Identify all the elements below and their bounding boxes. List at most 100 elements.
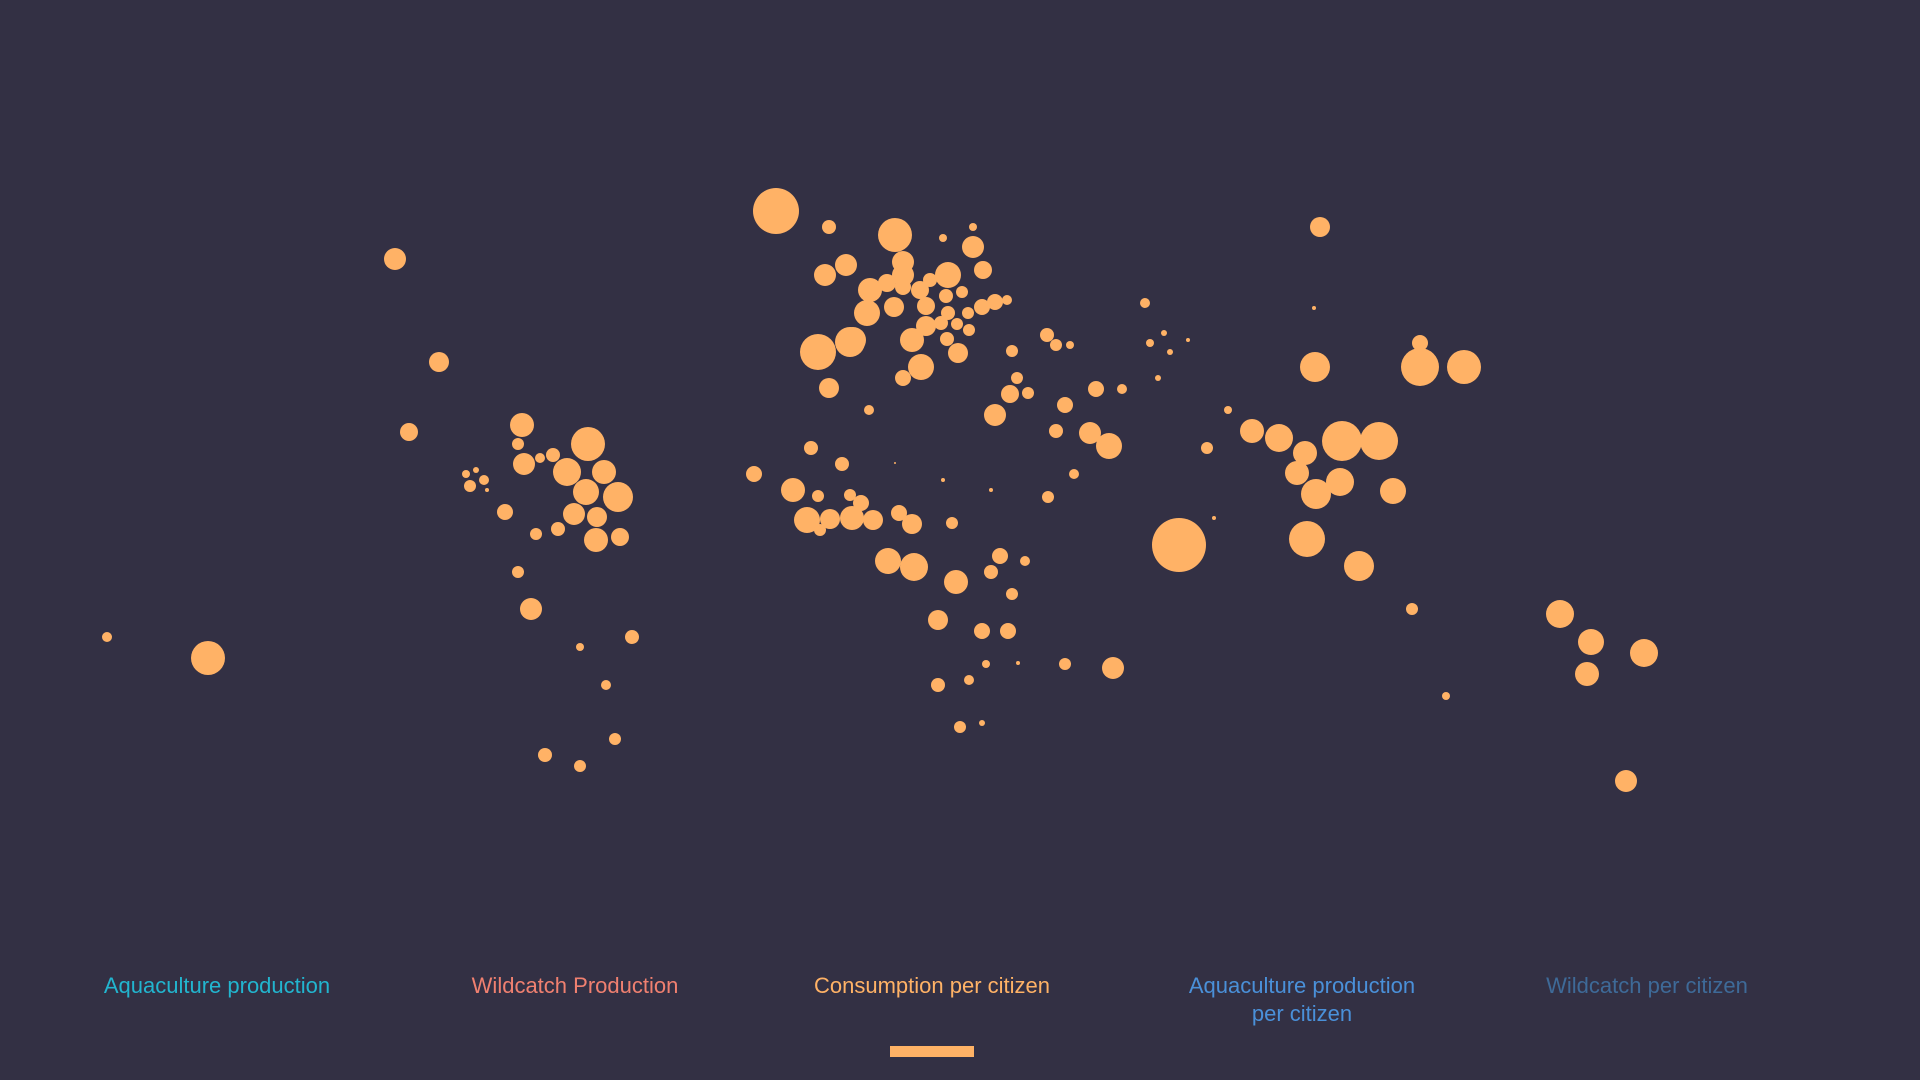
- country-bubble[interactable]: [1079, 422, 1101, 444]
- country-bubble[interactable]: [1146, 339, 1154, 347]
- country-bubble[interactable]: [894, 462, 896, 464]
- country-bubble[interactable]: [931, 678, 945, 692]
- tab-wildcatch-production[interactable]: Wildcatch Production: [415, 972, 735, 1000]
- country-bubble[interactable]: [853, 495, 869, 511]
- country-bubble[interactable]: [1285, 461, 1309, 485]
- country-bubble[interactable]: [753, 188, 799, 234]
- country-bubble[interactable]: [948, 343, 968, 363]
- country-bubble[interactable]: [939, 234, 947, 242]
- country-bubble[interactable]: [1042, 491, 1054, 503]
- country-bubble[interactable]: [1575, 662, 1599, 686]
- country-bubble[interactable]: [1322, 421, 1362, 461]
- country-bubble[interactable]: [1016, 661, 1020, 665]
- country-bubble[interactable]: [979, 720, 985, 726]
- country-bubble[interactable]: [1167, 349, 1173, 355]
- country-bubble[interactable]: [900, 553, 928, 581]
- country-bubble[interactable]: [1380, 478, 1406, 504]
- country-bubble[interactable]: [1289, 521, 1325, 557]
- country-bubble[interactable]: [863, 510, 883, 530]
- country-bubble[interactable]: [969, 223, 977, 231]
- country-bubble[interactable]: [939, 289, 953, 303]
- country-bubble[interactable]: [963, 324, 975, 336]
- country-bubble[interactable]: [1000, 623, 1016, 639]
- country-bubble[interactable]: [1293, 441, 1317, 465]
- country-bubble[interactable]: [535, 453, 545, 463]
- country-bubble[interactable]: [1186, 338, 1190, 342]
- country-bubble[interactable]: [835, 457, 849, 471]
- country-bubble[interactable]: [940, 332, 954, 346]
- country-bubble[interactable]: [844, 489, 856, 501]
- country-bubble[interactable]: [902, 514, 922, 534]
- country-bubble[interactable]: [1201, 442, 1213, 454]
- country-bubble[interactable]: [479, 475, 489, 485]
- country-bubble[interactable]: [840, 506, 864, 530]
- country-bubble[interactable]: [946, 517, 958, 529]
- country-bubble[interactable]: [1006, 345, 1018, 357]
- country-bubble[interactable]: [911, 281, 929, 299]
- tab-aquaculture-production[interactable]: Aquaculture production: [57, 972, 377, 1000]
- country-bubble[interactable]: [895, 279, 911, 295]
- country-bubble[interactable]: [984, 565, 998, 579]
- country-bubble[interactable]: [609, 733, 621, 745]
- country-bubble[interactable]: [954, 721, 966, 733]
- country-bubble[interactable]: [462, 470, 470, 478]
- country-bubble[interactable]: [587, 507, 607, 527]
- country-bubble[interactable]: [984, 404, 1006, 426]
- country-bubble[interactable]: [878, 218, 912, 252]
- country-bubble[interactable]: [1022, 387, 1034, 399]
- country-bubble[interactable]: [819, 378, 839, 398]
- tab-consumption-per-citizen[interactable]: Consumption per citizen: [772, 972, 1092, 1000]
- country-bubble[interactable]: [102, 632, 112, 642]
- country-bubble[interactable]: [814, 264, 836, 286]
- country-bubble[interactable]: [891, 505, 907, 521]
- country-bubble[interactable]: [917, 297, 935, 315]
- country-bubble[interactable]: [992, 548, 1008, 564]
- tab-wildcatch-per-citizen[interactable]: Wildcatch per citizen: [1487, 972, 1807, 1000]
- country-bubble[interactable]: [895, 370, 911, 386]
- country-bubble[interactable]: [464, 480, 476, 492]
- country-bubble[interactable]: [974, 261, 992, 279]
- country-bubble[interactable]: [573, 479, 599, 505]
- country-bubble[interactable]: [1360, 422, 1398, 460]
- country-bubble[interactable]: [497, 504, 513, 520]
- country-bubble[interactable]: [473, 467, 479, 473]
- country-bubble[interactable]: [1326, 468, 1354, 496]
- country-bubble[interactable]: [804, 441, 818, 455]
- country-bubble[interactable]: [814, 524, 826, 536]
- country-bubble[interactable]: [191, 641, 225, 675]
- country-bubble[interactable]: [1310, 217, 1330, 237]
- tab-aquaculture-production-per-citizen[interactable]: Aquaculture production per citizen: [1142, 972, 1462, 1028]
- country-bubble[interactable]: [513, 453, 535, 475]
- country-bubble[interactable]: [1040, 328, 1054, 342]
- country-bubble[interactable]: [1224, 406, 1232, 414]
- country-bubble[interactable]: [820, 509, 840, 529]
- country-bubble[interactable]: [1546, 600, 1574, 628]
- country-bubble[interactable]: [962, 307, 974, 319]
- country-bubble[interactable]: [1152, 518, 1206, 572]
- country-bubble[interactable]: [551, 522, 565, 536]
- country-bubble[interactable]: [746, 466, 762, 482]
- country-bubble[interactable]: [864, 405, 874, 415]
- country-bubble[interactable]: [1615, 770, 1637, 792]
- country-bubble[interactable]: [962, 236, 984, 258]
- country-bubble[interactable]: [1057, 397, 1073, 413]
- country-bubble[interactable]: [1020, 556, 1030, 566]
- country-bubble[interactable]: [485, 488, 489, 492]
- country-bubble[interactable]: [822, 220, 836, 234]
- country-bubble[interactable]: [1002, 295, 1012, 305]
- country-bubble[interactable]: [800, 334, 836, 370]
- country-bubble[interactable]: [835, 254, 857, 276]
- country-bubble[interactable]: [1117, 384, 1127, 394]
- country-bubble[interactable]: [812, 490, 824, 502]
- country-bubble[interactable]: [1406, 603, 1418, 615]
- country-bubble[interactable]: [530, 528, 542, 540]
- country-bubble[interactable]: [574, 760, 586, 772]
- country-bubble[interactable]: [1301, 479, 1331, 509]
- country-bubble[interactable]: [584, 528, 608, 552]
- country-bubble[interactable]: [916, 316, 936, 336]
- country-bubble[interactable]: [1630, 639, 1658, 667]
- country-bubble[interactable]: [1140, 298, 1150, 308]
- country-bubble[interactable]: [974, 623, 990, 639]
- country-bubble[interactable]: [510, 413, 534, 437]
- country-bubble[interactable]: [1066, 341, 1074, 349]
